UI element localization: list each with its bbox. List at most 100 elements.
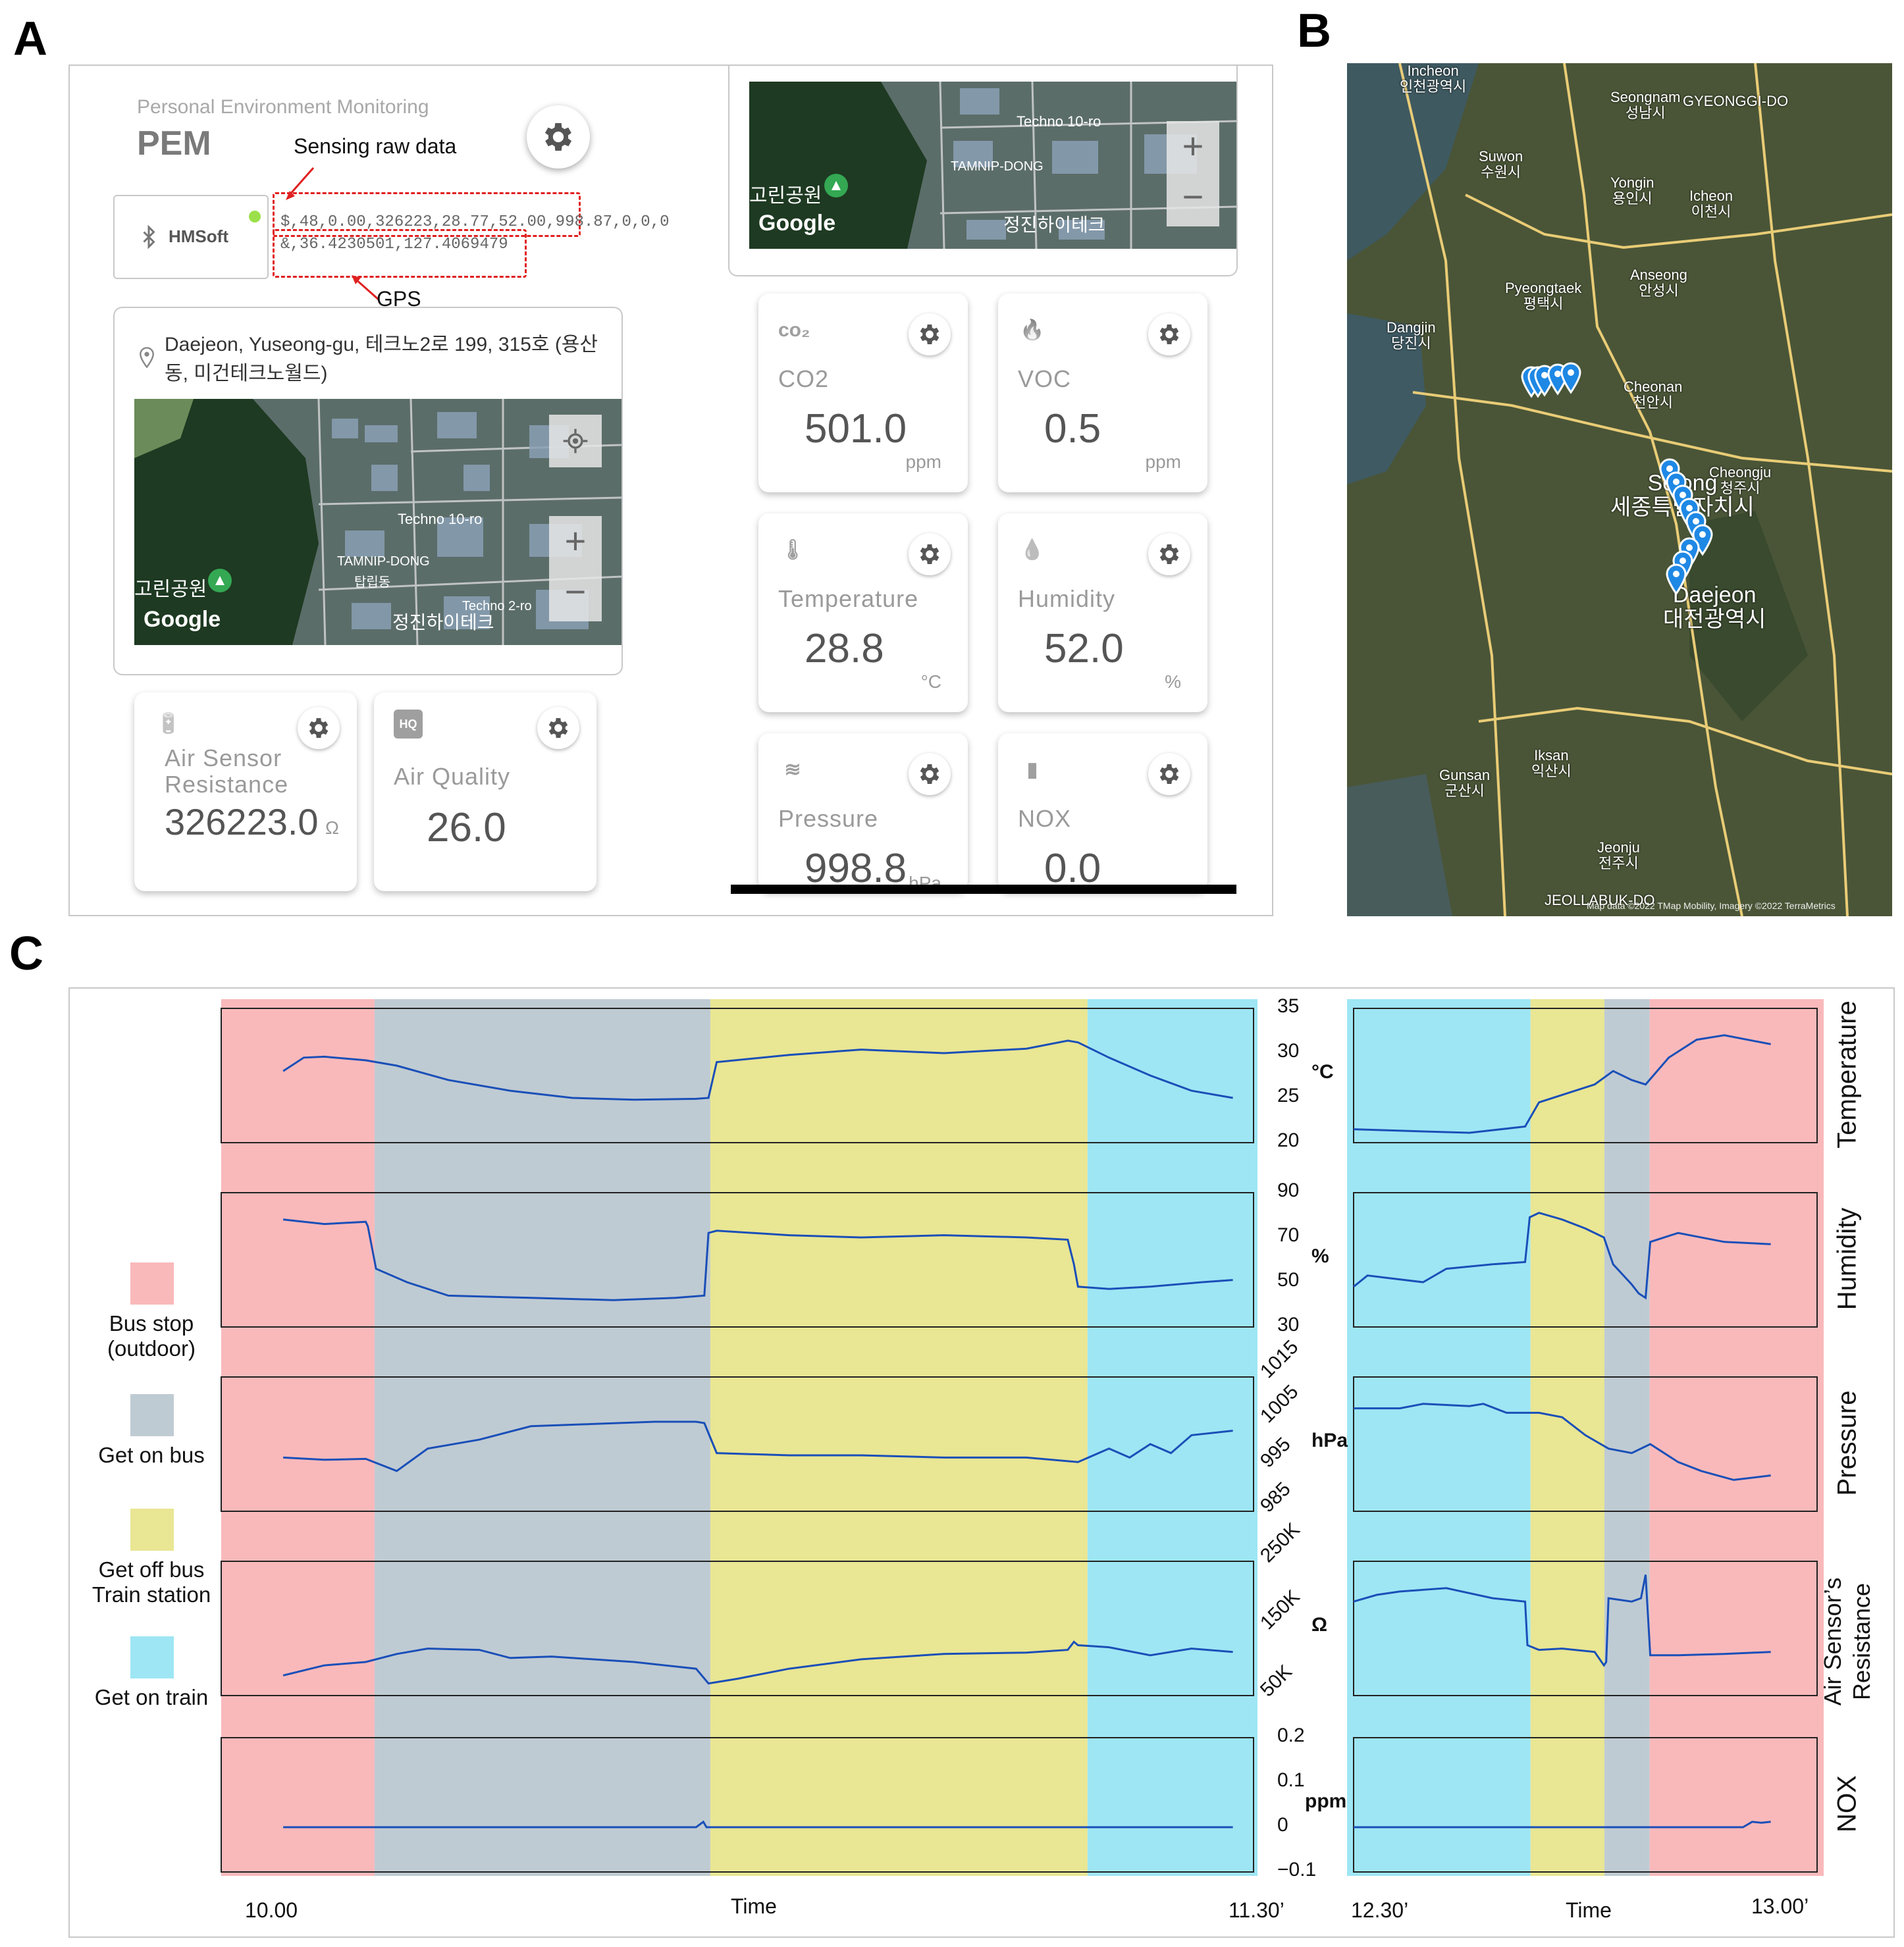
map-place-en: Anseong [1630,267,1687,283]
map-place-kr: 평택시 [1523,296,1564,313]
legend-swatch [130,1509,174,1551]
card-label: Air Sensor Resistance [165,744,289,798]
y-tick-label: 30 [1277,1314,1300,1336]
card-temperature[interactable]: 🌡 Temperature 28.8 °C [758,513,968,712]
gps-data-box [273,229,527,278]
mini-zoom-out-icon[interactable]: − [1182,176,1204,217]
map-place-label: GYEONGGI-DO [1683,93,1788,109]
bluetooth-device-chip[interactable]: HMSoft [113,195,269,279]
zoom-in-icon[interactable]: + [564,520,587,561]
my-location-button[interactable] [549,415,602,467]
x-tick-end-right: 13.00’ [1751,1894,1809,1918]
card-settings-button[interactable] [1148,313,1190,355]
x-axis-title-right: Time [1566,1898,1612,1922]
location-map[interactable]: Techno 10-ro TAMNIP-DONG 탑립동 Techno 2-ro… [134,399,621,645]
card-unit: Ω [325,818,339,838]
route-map[interactable]: Incheon 인천광역시 Seongnam 성남시 GYEONGGI-DO Suwon 수… [1347,63,1892,916]
phase-band [374,999,710,1876]
gear-icon [1159,544,1179,564]
crosshair-icon [563,428,588,454]
card-pressure[interactable]: ≋ Pressure 998.8 hPa [758,733,968,893]
map-place-en: Cheongju [1709,464,1772,480]
card-value: 0.0 [1044,846,1101,891]
panel-label-b: B [1297,5,1331,57]
app-subtitle: Personal Environment Monitoring [137,96,429,118]
card-settings-button[interactable] [1148,533,1190,575]
map-place-label: Pyeongtaek 평택시 [1505,280,1581,312]
card-value: 52.0 [1044,626,1124,671]
map-place-kr: 전주시 [1599,855,1639,872]
y-unit-label: Ω [1311,1614,1328,1636]
drop-icon: 💧 [1020,539,1045,561]
map-place-label: Gunsan 군산시 [1439,767,1490,799]
device-name: HMSoft [169,226,228,246]
card-humidity[interactable]: 💧 Humidity 52.0 % [998,513,1207,712]
card-nox[interactable]: ▮ NOX 0.0 [998,733,1207,891]
phase-band [221,999,375,1876]
raw-data-annotation: Sensing raw data [294,134,457,158]
series-line [283,1820,1233,1829]
card-label: Humidity [1018,585,1116,612]
location-pin-icon [140,347,154,369]
panel-c-frame [68,987,1895,1938]
card-settings-button[interactable] [1148,753,1190,795]
series-line [282,1039,1233,1101]
y-tick-label: 0.1 [1277,1769,1305,1791]
card-settings-button[interactable] [537,707,579,749]
card-label: Temperature [778,585,919,612]
y-unit-label: °C [1311,1061,1334,1083]
map-place-en: Incheon [1407,63,1459,79]
card-label: CO2 [778,365,830,392]
card-value: 998.8 [805,846,907,891]
map-place-label: Daejeon 대전광역시 [1663,583,1766,633]
series-line [1354,1821,1771,1829]
map-place-en: Icheon [1689,188,1733,204]
series-line [1354,1403,1771,1481]
mini-zoom-in-icon[interactable]: + [1182,125,1204,167]
card-settings-button[interactable] [298,707,340,749]
series-frame [221,1561,1254,1696]
series-frame [1353,1192,1818,1328]
route-marker-icon[interactable] [1558,362,1584,395]
map-place-kr: 당진시 [1390,335,1431,352]
card-air-quality[interactable]: HQ Air Quality 26.0 [374,692,596,891]
map-place-kr: 수원시 [1481,164,1521,181]
zoom-out-icon[interactable]: − [564,571,587,612]
map-place-label: Cheonan 천안시 [1624,378,1682,411]
card-co2[interactable]: co₂ CO2 501.0 ppm [758,294,968,492]
x-axis-title-left: Time [731,1894,777,1918]
park-marker-icon: ▲ [208,569,232,592]
settings-button[interactable] [527,105,590,169]
card-label: Air Quality [394,763,511,790]
legend-label: Bus stop (outdoor) [107,1311,196,1361]
mini-google-logo: Google [758,211,836,236]
mini-zoom-controls[interactable]: + − [1167,121,1219,226]
legend-swatch [130,1262,174,1305]
map-place-label: Incheon 인천광역시 [1400,63,1466,95]
route-marker-icon[interactable] [1689,524,1716,557]
card-settings-button[interactable] [909,313,951,355]
phase-band [1530,999,1604,1876]
map-attribution: Map data ©2022 TMap Mobility, Imagery ©2… [1587,900,1836,911]
series-title: Humidity [1832,1207,1862,1311]
y-tick-label: 70 [1277,1224,1300,1246]
map-place-label: JEOLLABUK-DO [1545,892,1655,908]
bar-chart-icon: ▮ [1026,759,1038,781]
y-unit-label: ppm [1305,1790,1347,1812]
map-place-kr: 성남시 [1625,105,1666,122]
series-line [283,1420,1233,1472]
phase-band [710,999,1088,1876]
card-settings-button[interactable] [909,753,951,795]
mini-map-label-poi: 정진하이테크 [1003,215,1105,235]
route-marker-icon[interactable] [1663,563,1689,596]
card-label: VOC [1018,365,1072,392]
card-air-sensor-resistance[interactable]: 🔋 Air Sensor Resistance 326223.0 Ω [134,692,357,891]
zoom-controls[interactable]: + − [549,516,602,621]
card-value: 326223.0 [165,801,319,843]
map-place-label: Suwon 수원시 [1479,148,1523,181]
card-settings-button[interactable] [909,533,951,575]
mini-map[interactable]: Techno 10-ro TAMNIP-DONG 정진하이테크 고린공원 Goo… [749,82,1236,249]
card-voc[interactable]: 🔥 VOC 0.5 ppm [998,294,1207,492]
map-place-label: Iksan 익산시 [1531,747,1572,779]
